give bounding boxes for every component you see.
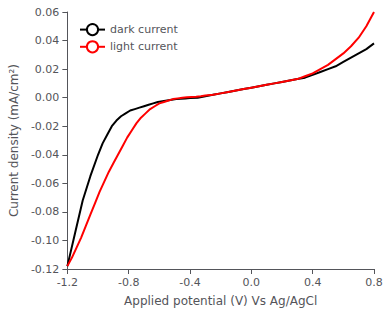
svg-text:-0.12: -0.12 [31,263,59,276]
svg-text:-0.4: -0.4 [179,276,200,289]
svg-text:-0.02: -0.02 [31,120,59,133]
svg-text:0.06: 0.06 [35,6,60,19]
svg-text:-1.2: -1.2 [57,276,78,289]
svg-text:Applied potential (V) Vs Ag/Ag: Applied potential (V) Vs Ag/AgCl [124,294,317,308]
svg-text:-0.8: -0.8 [118,276,139,289]
svg-text:0.8: 0.8 [365,276,383,289]
svg-text:light current: light current [110,40,178,53]
svg-text:0.02: 0.02 [35,63,60,76]
svg-text:-0.08: -0.08 [31,205,59,218]
svg-text:-0.04: -0.04 [31,148,59,161]
svg-text:dark current: dark current [110,23,178,36]
svg-text:-0.06: -0.06 [31,177,59,190]
svg-text:0.04: 0.04 [35,34,60,47]
svg-text:0.00: 0.00 [35,91,60,104]
svg-text:-0.10: -0.10 [31,234,59,247]
svg-text:0.0: 0.0 [243,276,261,289]
svg-text:0.4: 0.4 [304,276,322,289]
svg-text:Current density (mA/cm²): Current density (mA/cm²) [7,64,21,217]
